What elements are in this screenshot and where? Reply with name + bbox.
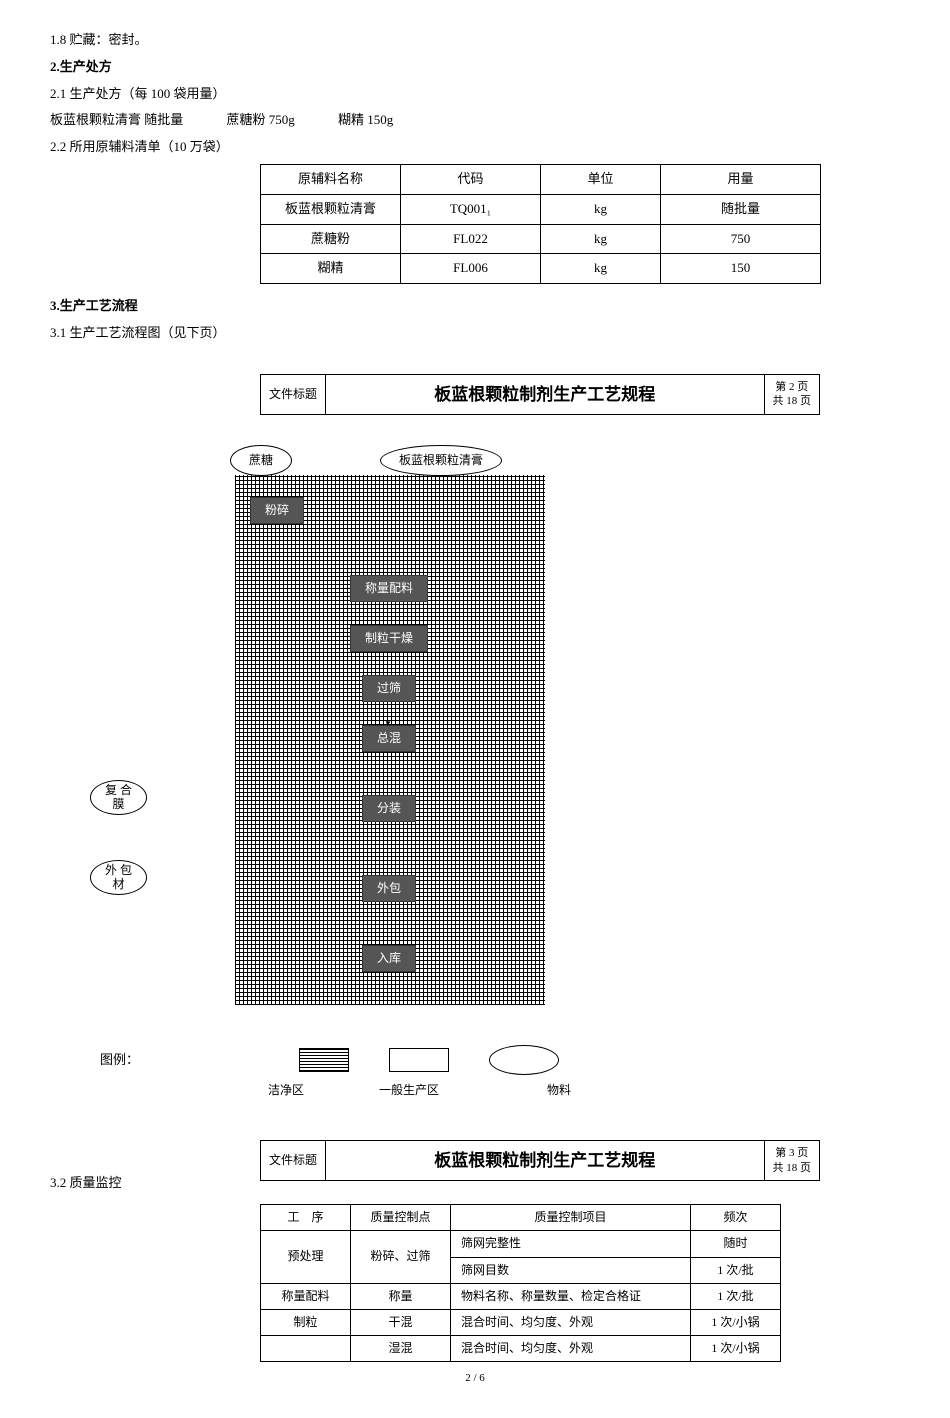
th-unit: 单位 [541,164,661,194]
page-info: 第 3 页 共 18 页 [764,1141,820,1180]
cell [261,1336,351,1362]
cell: 粉碎、过筛 [351,1231,451,1283]
legend-general: 一般生产区 [379,1081,439,1100]
formula-c: 糊精 150g [338,112,393,127]
page-current: 第 3 页 [773,1146,812,1160]
title-box-page2: 文件标题 板蓝根颗粒制剂生产工艺规程 第 2 页 共 18 页 [260,374,820,415]
title-label: 文件标题 [261,375,326,414]
cell: FL022 [401,224,541,254]
node-film: 复 合 膜 [90,780,147,815]
formula-b: 蔗糖粉 750g [227,112,295,127]
cell: 1 次/批 [691,1257,781,1283]
node-weigh: 称量配料 [350,575,428,602]
th-code: 代码 [401,164,541,194]
node-pack: 分装 [362,795,416,822]
legend-clean: 洁净区 [268,1081,304,1100]
section-3-title: 3.生产工艺流程 [50,296,900,317]
node-crush: 粉碎 [250,497,304,524]
node-granulate: 制粒干燥 [350,625,428,652]
cell: TQ001₁ [401,194,541,224]
title-text: 板蓝根颗粒制剂生产工艺规程 [326,1141,763,1180]
cell: FL006 [401,254,541,284]
cell: 随批量 [661,194,821,224]
cell: 150 [661,254,821,284]
arrow-icon [384,712,392,733]
page-total: 共 18 页 [773,394,812,408]
page-current: 第 2 页 [773,380,812,394]
node-store: 入库 [362,945,416,972]
material-table: 原辅料名称 代码 单位 用量 板蓝根颗粒清膏 TQ001₁ kg 随批量 蔗糖粉… [260,164,821,284]
legend-material: 物料 [547,1081,571,1100]
title-label: 文件标题 [261,1141,326,1180]
table-row: 蔗糖粉 FL022 kg 750 [261,224,821,254]
table-row: 湿混 混合时间、均匀度、外观 1 次/小锅 [261,1336,781,1362]
legend-rect-icon [389,1048,449,1072]
th: 工 序 [261,1205,351,1231]
page-info: 第 2 页 共 18 页 [764,375,820,414]
th: 频次 [691,1205,781,1231]
table-row: 板蓝根颗粒清膏 TQ001₁ kg 随批量 [261,194,821,224]
section-2-title: 2.生产处方 [50,57,900,78]
cell: 称量配料 [261,1283,351,1309]
cell: 混合时间、均匀度、外观 [451,1336,691,1362]
th: 质量控制项目 [451,1205,691,1231]
th: 质量控制点 [351,1205,451,1231]
th-name: 原辅料名称 [261,164,401,194]
cell: 称量 [351,1283,451,1309]
cell: 预处理 [261,1231,351,1283]
formula-a: 板蓝根颗粒清膏 随批量 [50,112,183,127]
section-2-1: 2.1 生产处方（每 100 袋用量） [50,84,900,105]
node-outer-material: 外 包 材 [90,860,147,895]
cell: 板蓝根颗粒清膏 [261,194,401,224]
cell: 蔗糖粉 [261,224,401,254]
legend-text-row: 洁净区 一般生产区 物料 [260,1081,900,1100]
cell: 干混 [351,1309,451,1335]
cell: 筛网完整性 [451,1231,691,1257]
section-3-1: 3.1 生产工艺流程图（见下页） [50,323,900,344]
node-sucrose: 蔗糖 [230,445,292,476]
cell: kg [541,194,661,224]
cell: 混合时间、均匀度、外观 [451,1309,691,1335]
cell: 制粒 [261,1309,351,1335]
title-box-page3: 文件标题 板蓝根颗粒制剂生产工艺规程 第 3 页 共 18 页 [260,1140,820,1181]
cell: 筛网目数 [451,1257,691,1283]
node-extract: 板蓝根颗粒清膏 [380,445,502,476]
cell: kg [541,224,661,254]
cell: 物料名称、称量数量、检定合格证 [451,1283,691,1309]
cell: 1 次/批 [691,1283,781,1309]
node-outer: 外包 [362,875,416,902]
cell: 750 [661,224,821,254]
table-header-row: 工 序 质量控制点 质量控制项目 频次 [261,1205,781,1231]
page-total: 共 18 页 [773,1161,812,1175]
table-header-row: 原辅料名称 代码 单位 用量 [261,164,821,194]
legend-row: 图例： [100,1045,900,1075]
storage-line: 1.8 贮藏：密封。 [50,30,900,51]
cell: 湿混 [351,1336,451,1362]
qc-table: 工 序 质量控制点 质量控制项目 频次 预处理 粉碎、过筛 筛网完整性 随时 筛… [260,1204,781,1362]
cell: kg [541,254,661,284]
page-number: 2 / 6 [50,1370,900,1388]
formula-line: 板蓝根颗粒清膏 随批量 蔗糖粉 750g 糊精 150g [50,110,900,131]
cell: 1 次/小锅 [691,1309,781,1335]
legend-label: 图例： [100,1050,139,1071]
section-2-2: 2.2 所用原辅料清单（10 万袋） [50,137,900,158]
table-row: 糊精 FL006 kg 150 [261,254,821,284]
legend-oval-icon [489,1045,559,1075]
flowchart: 蔗糖 板蓝根颗粒清膏 粉碎 称量配料 制粒干燥 过筛 总混 分装 外包 入库 复… [100,435,900,1035]
table-row: 称量配料 称量 物料名称、称量数量、检定合格证 1 次/批 [261,1283,781,1309]
legend-hatch-icon [299,1048,349,1072]
table-row: 制粒 干混 混合时间、均匀度、外观 1 次/小锅 [261,1309,781,1335]
cell: 1 次/小锅 [691,1336,781,1362]
cell: 糊精 [261,254,401,284]
table-row: 预处理 粉碎、过筛 筛网完整性 随时 [261,1231,781,1257]
node-sieve: 过筛 [362,675,416,702]
cell: 随时 [691,1231,781,1257]
th-amount: 用量 [661,164,821,194]
title-text: 板蓝根颗粒制剂生产工艺规程 [326,375,763,414]
